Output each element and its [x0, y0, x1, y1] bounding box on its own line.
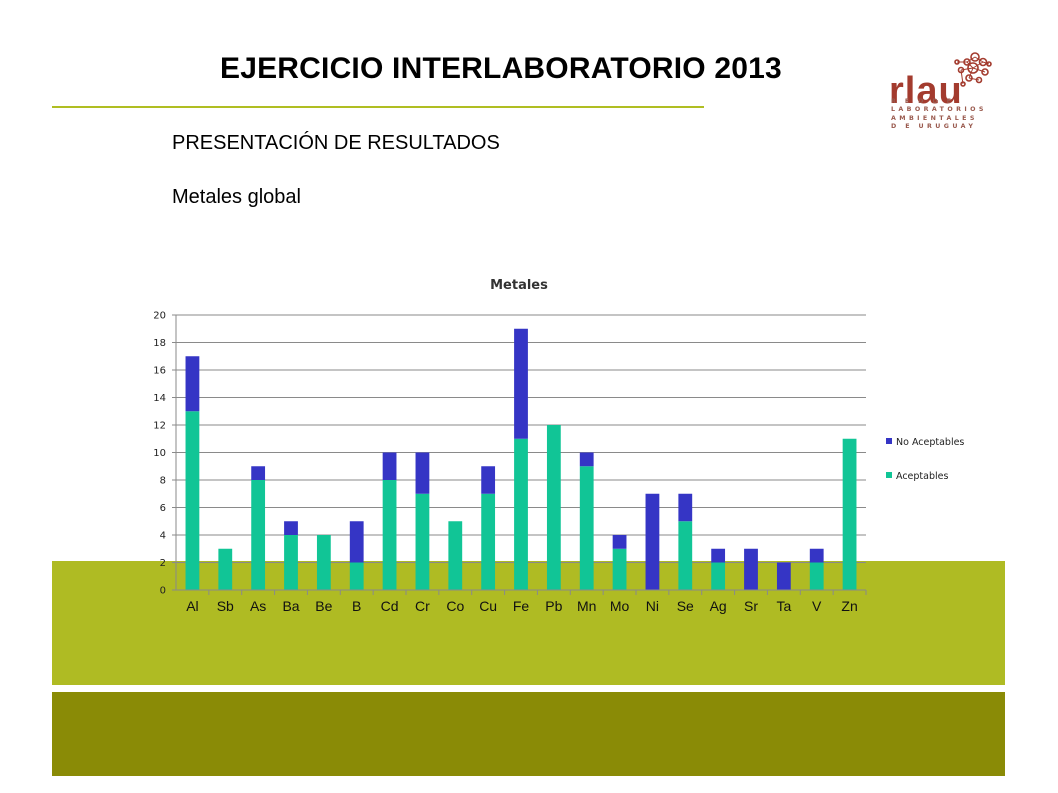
bar-no-aceptables — [711, 548, 726, 563]
bar-aceptables — [711, 562, 726, 590]
bar-aceptables — [382, 480, 397, 590]
x-tick-label: V — [812, 598, 822, 614]
bar-aceptables — [579, 466, 594, 590]
logo-subtitle-line: R E D D E — [891, 98, 955, 105]
bar-aceptables — [415, 493, 430, 590]
bar-no-aceptables — [415, 452, 430, 494]
y-tick-label: 14 — [153, 393, 166, 404]
bar-no-aceptables — [382, 452, 397, 480]
bar-aceptables — [809, 562, 824, 590]
x-tick-label: Ag — [710, 598, 727, 614]
logo-link — [972, 67, 986, 73]
logo-subtitle-line: LABORATORIOS — [891, 106, 987, 114]
bar-no-aceptables — [645, 493, 660, 590]
x-tick-label: Be — [315, 598, 332, 614]
logo-dot — [960, 81, 966, 87]
bar-aceptables — [612, 548, 627, 590]
logo-dot — [978, 57, 988, 67]
x-tick-label: As — [250, 598, 266, 614]
bar-no-aceptables — [349, 521, 364, 563]
logo-wordmark: rlau — [889, 70, 963, 112]
logo-dot — [967, 62, 979, 74]
logo-dot — [965, 74, 973, 82]
x-tick-label: Co — [446, 598, 464, 614]
bar-no-aceptables — [251, 466, 266, 480]
x-tick-label: Cd — [381, 598, 399, 614]
bar-no-aceptables — [514, 328, 528, 439]
title-underline — [52, 106, 704, 108]
y-tick-label: 20 — [153, 311, 166, 322]
y-tick-label: 12 — [153, 421, 166, 432]
bar-no-aceptables — [579, 452, 594, 467]
bar-aceptables — [514, 438, 528, 590]
x-tick-label: Mo — [610, 598, 630, 614]
x-tick-label: Al — [186, 598, 198, 614]
bar-no-aceptables — [744, 548, 758, 590]
logo-dot — [986, 61, 992, 67]
network-dots-icon — [954, 52, 992, 87]
bar-aceptables — [251, 480, 266, 590]
legend-swatch — [886, 472, 892, 478]
y-tick-label: 16 — [153, 366, 166, 377]
logo-dot — [975, 76, 983, 84]
x-tick-label: Ba — [282, 598, 299, 614]
rlau-logo: rlau R E D D E LABORATORIOS AMBIENTALES … — [885, 48, 1000, 143]
y-tick-label: 18 — [153, 338, 166, 349]
x-tick-label: Mn — [577, 598, 596, 614]
bar-aceptables — [316, 535, 331, 590]
slide-subtitle: PRESENTACIÓN DE RESULTADOS — [172, 132, 500, 154]
logo-dot — [954, 59, 960, 65]
logo-link — [972, 61, 984, 69]
bar-no-aceptables — [185, 356, 200, 412]
x-tick-label: Zn — [841, 598, 857, 614]
x-tick-label: Cr — [415, 598, 430, 614]
bar-no-aceptables — [612, 535, 627, 549]
logo-subtitle-line: AMBIENTALES — [891, 114, 978, 122]
bar-aceptables — [284, 535, 298, 590]
bar-aceptables — [185, 411, 200, 590]
slide-title: EJERCICIO INTERLABORATORIO 2013 — [220, 52, 782, 85]
bar-no-aceptables — [809, 548, 824, 563]
bar-aceptables — [218, 548, 233, 590]
x-tick-label: Pb — [545, 598, 562, 614]
x-tick-label: Cu — [479, 598, 497, 614]
y-tick-label: 8 — [160, 476, 166, 487]
x-tick-label: Se — [677, 598, 694, 614]
bar-aceptables — [546, 425, 561, 590]
x-tick-label: Sr — [744, 598, 758, 614]
logo-link — [968, 77, 980, 81]
chart-title: Metales — [490, 278, 548, 293]
legend-swatch — [886, 438, 892, 444]
x-tick-label: Ni — [646, 598, 659, 614]
y-tick-label: 4 — [160, 531, 166, 542]
decorative-band-dark — [52, 692, 1005, 776]
section-label: Metales global — [172, 186, 301, 208]
logo-dot — [981, 68, 989, 76]
bar-no-aceptables — [284, 521, 298, 535]
y-tick-label: 0 — [160, 586, 166, 597]
bar-aceptables — [349, 562, 364, 590]
x-tick-label: Ta — [776, 598, 791, 614]
logo-dot — [963, 58, 971, 66]
x-tick-label: Fe — [513, 598, 530, 614]
legend-label: No Aceptables — [896, 437, 964, 448]
y-tick-label: 10 — [153, 448, 166, 459]
bar-no-aceptables — [776, 562, 791, 590]
legend-label: Aceptables — [896, 471, 948, 482]
x-tick-label: Sb — [217, 598, 234, 614]
bar-aceptables — [448, 521, 463, 590]
logo-dot — [970, 52, 980, 62]
logo-dot — [957, 66, 965, 74]
bar-aceptables — [481, 493, 496, 590]
bar-no-aceptables — [678, 493, 693, 522]
logo-subtitle-line: D E URUGUAY — [891, 123, 977, 131]
y-tick-label: 6 — [160, 503, 166, 514]
bar-no-aceptables — [481, 466, 496, 494]
bar-aceptables — [678, 521, 693, 590]
x-tick-label: B — [352, 598, 361, 614]
bar-aceptables — [842, 438, 857, 590]
y-tick-label: 2 — [160, 558, 166, 569]
logo-subtitle: R E D D E LABORATORIOS AMBIENTALES D E U… — [891, 98, 987, 132]
